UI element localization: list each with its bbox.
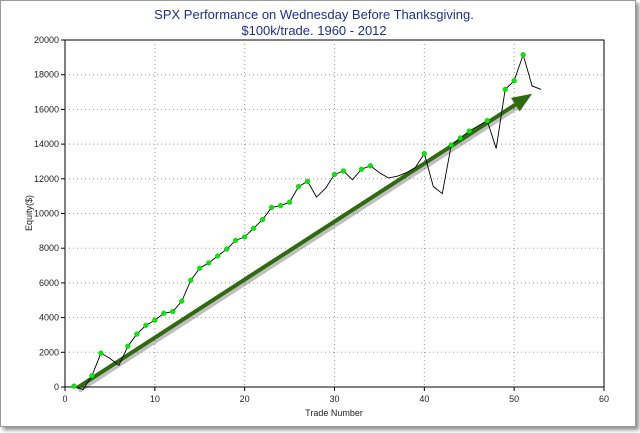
y-tick-label: 10000 — [34, 209, 59, 219]
data-point — [340, 168, 347, 174]
data-point — [233, 237, 239, 243]
trend-arrow-layer — [76, 93, 533, 392]
y-tick-label: 0 — [54, 382, 59, 392]
data-point — [143, 322, 149, 329]
chart-frame: SPX Performance on Wednesday Before Than… — [0, 0, 636, 427]
data-point — [206, 260, 212, 266]
y-tick-label: 2000 — [39, 347, 59, 357]
x-tick-label: 50 — [509, 394, 519, 404]
y-tick-label: 8000 — [39, 243, 59, 253]
data-point — [188, 277, 194, 283]
x-tick-label: 40 — [419, 394, 429, 404]
y-tick-label: 6000 — [39, 278, 59, 288]
data-point — [242, 234, 248, 240]
data-point — [269, 204, 275, 211]
y-axis-label: Equity($) — [24, 195, 34, 231]
data-point — [89, 373, 95, 379]
data-point — [502, 86, 508, 93]
y-tick-label: 12000 — [34, 174, 59, 184]
data-point — [161, 310, 167, 316]
data-point — [224, 246, 230, 252]
data-point — [484, 118, 490, 124]
data-point — [304, 178, 311, 185]
x-tick-label: 10 — [150, 394, 160, 404]
data-point — [448, 142, 454, 148]
data-point — [260, 216, 266, 223]
data-point — [170, 308, 176, 315]
trend-arrow-shadow — [78, 105, 520, 392]
data-point — [125, 343, 131, 349]
y-tick-label: 20000 — [34, 35, 59, 45]
x-tick-label: 20 — [240, 394, 250, 404]
data-point — [295, 184, 302, 190]
data-point — [215, 253, 221, 259]
data-point — [197, 265, 203, 271]
chart-title: SPX Performance on Wednesday Before Than… — [154, 7, 474, 22]
data-point — [457, 135, 463, 141]
data-point — [134, 331, 140, 337]
data-point — [152, 317, 158, 323]
data-point — [358, 166, 365, 172]
trend-arrow-shaft — [76, 102, 518, 389]
data-point — [331, 171, 338, 178]
data-point — [466, 128, 472, 134]
y-tick-label: 14000 — [34, 139, 59, 149]
x-tick-label: 30 — [329, 394, 339, 404]
data-point — [421, 151, 427, 157]
y-tick-label: 4000 — [39, 313, 59, 323]
data-point — [71, 383, 77, 389]
x-tick-label: 60 — [599, 394, 609, 404]
x-tick-label: 0 — [62, 394, 67, 404]
data-point — [278, 203, 284, 209]
data-point — [179, 298, 185, 304]
data-point — [511, 78, 517, 84]
data-point — [251, 225, 257, 231]
series-layer — [71, 52, 542, 391]
y-tick-label: 16000 — [34, 104, 59, 114]
x-axis-label: Trade Number — [305, 408, 363, 418]
data-point — [98, 350, 104, 356]
chart-subtitle: $100k/trade. 1960 - 2012 — [241, 23, 386, 38]
y-tick-label: 18000 — [34, 70, 59, 80]
data-point — [520, 52, 526, 58]
axis-ticks: 0 2000 4000 6000 8000 10000 12000 14000 16000 180… — [34, 35, 609, 404]
data-point — [367, 163, 374, 169]
trend-arrow-head — [510, 93, 533, 112]
data-point — [286, 199, 293, 205]
